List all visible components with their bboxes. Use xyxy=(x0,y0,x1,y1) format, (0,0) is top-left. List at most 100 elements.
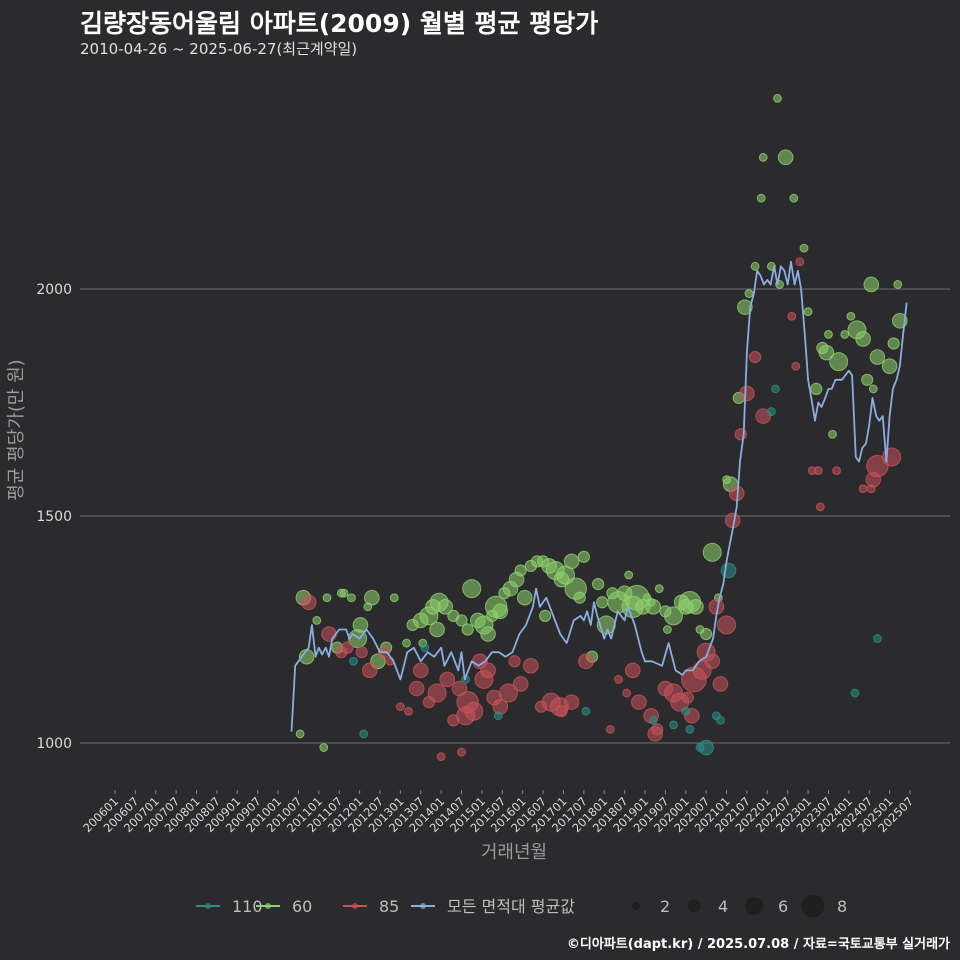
legend-label: 모든 면적대 평균값 xyxy=(447,897,575,916)
data-point-60 xyxy=(429,621,445,638)
data-point-60 xyxy=(737,299,753,315)
legend-swatch-dot-85 xyxy=(352,903,358,909)
data-point-85 xyxy=(681,691,694,704)
data-point-85 xyxy=(341,641,354,654)
data-point-110 xyxy=(349,656,358,666)
data-point-60 xyxy=(750,261,760,271)
data-point-60 xyxy=(893,280,903,289)
data-point-60 xyxy=(829,352,849,372)
data-point-60 xyxy=(828,429,837,439)
data-point-60 xyxy=(840,330,850,339)
legend-label: 60 xyxy=(292,897,312,916)
legend-size-marker xyxy=(745,897,763,915)
average-line xyxy=(290,260,908,732)
data-point-85 xyxy=(427,683,447,703)
data-point-85 xyxy=(464,701,484,721)
data-point-110 xyxy=(771,384,780,394)
data-point-110 xyxy=(698,739,714,756)
data-point-60 xyxy=(402,638,411,648)
data-point-60 xyxy=(818,344,835,361)
data-point-60 xyxy=(664,606,684,626)
data-point-85 xyxy=(866,454,889,478)
legend: 110 60 85 모든 면적대 평균값 2 4 6 8 xyxy=(196,894,847,918)
data-point-85 xyxy=(622,688,632,698)
data-point-60 xyxy=(700,627,713,641)
data-point-85 xyxy=(408,680,425,697)
data-point-60 xyxy=(596,596,609,609)
data-point-60 xyxy=(516,589,533,606)
footer-credit: ©디아파트(dapt.kr) / 2025.07.08 / 자료=국토교통부 실… xyxy=(566,937,950,952)
data-point-85 xyxy=(480,662,496,679)
legend-size-marker xyxy=(687,899,701,913)
data-point-110 xyxy=(669,720,678,730)
data-point-85 xyxy=(787,311,797,321)
data-point-60 xyxy=(810,382,823,395)
y-tick-label: 1000 xyxy=(36,736,72,752)
legend-swatch-dot-모든 면적대 평균값 xyxy=(420,903,426,909)
data-point-60 xyxy=(702,542,722,562)
data-point-110 xyxy=(420,643,430,653)
data-point-85 xyxy=(523,658,539,674)
data-point-85 xyxy=(755,408,772,424)
legend-swatch-dot-110 xyxy=(205,903,211,909)
data-point-110 xyxy=(850,688,860,698)
data-point-110 xyxy=(648,715,658,725)
data-point-60 xyxy=(645,599,661,615)
data-point-85 xyxy=(457,747,466,757)
data-point-60 xyxy=(339,588,349,598)
data-point-85 xyxy=(578,653,594,670)
legend-size-label: 4 xyxy=(718,897,728,916)
data-point-110 xyxy=(685,724,695,734)
data-point-85 xyxy=(605,724,615,734)
data-point-60 xyxy=(319,743,329,752)
data-point-85 xyxy=(355,646,368,659)
data-point-85 xyxy=(321,626,337,642)
legend-label: 110 xyxy=(232,897,263,916)
data-point-85 xyxy=(712,676,729,692)
page-subtitle: 2010-04-26 ~ 2025-06-27(최근계약일) xyxy=(80,40,358,58)
data-point-85 xyxy=(651,723,664,736)
legend-size-label: 2 xyxy=(660,897,670,916)
data-point-60 xyxy=(295,729,305,739)
data-point-85 xyxy=(362,662,378,679)
data-point-60 xyxy=(389,593,399,603)
data-point-60 xyxy=(803,307,813,317)
legend-size-marker xyxy=(801,894,825,918)
scatter-points xyxy=(295,93,908,762)
data-point-60 xyxy=(455,614,468,627)
legend-swatch-dot-60 xyxy=(265,903,271,909)
data-point-60 xyxy=(592,578,605,591)
data-point-60 xyxy=(824,330,833,339)
data-point-85 xyxy=(563,694,580,710)
legend-size-label: 6 xyxy=(778,897,788,916)
data-point-110 xyxy=(359,729,369,739)
data-point-60 xyxy=(663,625,672,634)
y-tick-label: 1500 xyxy=(36,509,72,525)
data-point-85 xyxy=(815,502,825,512)
data-point-60 xyxy=(352,617,369,633)
data-point-85 xyxy=(631,694,647,710)
data-point-60 xyxy=(887,337,900,350)
data-point-110 xyxy=(581,706,591,716)
y-tick-label: 2000 xyxy=(36,282,72,298)
data-point-85 xyxy=(508,655,521,668)
data-point-60 xyxy=(322,593,332,603)
data-point-85 xyxy=(395,702,405,712)
data-point-85 xyxy=(439,671,456,688)
legend-label: 85 xyxy=(379,897,399,916)
data-point-60 xyxy=(461,623,474,636)
data-point-60 xyxy=(799,243,809,253)
data-point-60 xyxy=(744,289,754,298)
average-line-layer xyxy=(290,260,908,732)
data-point-60 xyxy=(347,593,356,603)
data-point-85 xyxy=(624,662,641,679)
data-point-60 xyxy=(773,93,782,103)
data-point-60 xyxy=(312,616,322,625)
data-point-60 xyxy=(573,591,586,604)
data-point-85 xyxy=(555,705,568,718)
data-point-60 xyxy=(492,603,509,620)
data-point-85 xyxy=(791,361,801,371)
data-point-85 xyxy=(748,351,762,364)
y-axis-label: 평균 평당가(만 원) xyxy=(6,359,27,500)
